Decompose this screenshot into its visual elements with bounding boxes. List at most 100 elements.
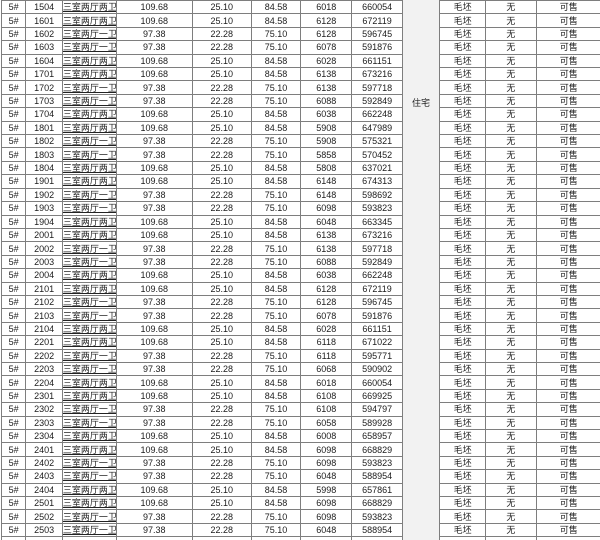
cell-layout-link[interactable]: 三室两厅一卫 bbox=[61, 361, 117, 377]
table-row: 5# 2003 三室两厅一卫 97.38 22.28 75.10 6088 59… bbox=[0, 254, 403, 270]
usage-label: 住宅 bbox=[411, 98, 430, 108]
cell-layout-link[interactable]: 三室两厅一卫 bbox=[61, 308, 117, 323]
cell-layout-link[interactable]: 三室两厅两卫 bbox=[61, 13, 117, 28]
cell-sale-status: 可售 bbox=[535, 134, 600, 149]
table-row: 5# 2502 三室两厅一卫 97.38 22.28 75.10 6098 59… bbox=[0, 509, 403, 524]
cell-layout-link[interactable]: 三室两厅两卫 bbox=[61, 335, 117, 350]
cell-shared-area: 22.28 bbox=[191, 361, 252, 377]
cell-building: 5# bbox=[0, 107, 27, 122]
table-row: 5# 2203 三室两厅一卫 97.38 22.28 75.10 6068 59… bbox=[0, 361, 403, 377]
cell-room-number: 2302 bbox=[25, 402, 63, 417]
table-row: 5# 2001 三室两厅两卫 109.68 25.10 84.58 6138 6… bbox=[0, 227, 403, 243]
cell-inner-area: 84.58 bbox=[250, 227, 302, 243]
cell-layout-link[interactable]: 三室两厅一卫 bbox=[61, 402, 117, 417]
cell-inner-area: 75.10 bbox=[250, 294, 302, 310]
status-row: 毛坯 无 可售 bbox=[438, 107, 600, 122]
table-row: 5# 2401 三室两厅两卫 109.68 25.10 84.58 6098 6… bbox=[0, 442, 403, 457]
cell-total-price: 593823 bbox=[351, 509, 403, 524]
cell-layout-link[interactable]: 三室两厅一卫 bbox=[61, 26, 117, 42]
cell-layout-link[interactable]: 三室两厅一卫 bbox=[61, 455, 117, 471]
cell-layout-link[interactable]: 三室两厅两卫 bbox=[61, 268, 117, 283]
cell-layout-link[interactable]: 三室两厅两卫 bbox=[61, 428, 117, 444]
cell-shared-area: 25.10 bbox=[191, 496, 252, 511]
cell-layout-link[interactable]: 三室两厅两卫 bbox=[61, 496, 117, 511]
cell-layout-link[interactable]: 三室两厅一卫 bbox=[61, 187, 117, 203]
cell-inner-area: 75.10 bbox=[250, 455, 302, 471]
cell-room-number: 2103 bbox=[25, 308, 63, 323]
cell-unit-price: 6138 bbox=[300, 67, 353, 82]
cell-room-number: 1904 bbox=[25, 214, 63, 229]
cell-finish-status: 毛坯 bbox=[438, 147, 487, 162]
cell-total-price: 588954 bbox=[351, 469, 403, 484]
cell-layout-link[interactable]: 三室两厅一卫 bbox=[61, 134, 117, 149]
cell-inner-area: 75.10 bbox=[250, 509, 302, 524]
cell-shared-area: 22.28 bbox=[191, 93, 252, 109]
cell-room-number: 1601 bbox=[25, 13, 63, 28]
status-row: 毛坯 无 可售 bbox=[438, 388, 600, 404]
cell-layout-link[interactable]: 三室两厅一卫 bbox=[61, 241, 117, 256]
cell-building: 5# bbox=[0, 120, 27, 136]
cell-layout-link[interactable]: 三室两厅两卫 bbox=[61, 482, 117, 498]
cell-total-price: 589928 bbox=[351, 415, 403, 431]
cell-shared-area: 25.10 bbox=[191, 227, 252, 243]
cell-layout-link[interactable]: 三室两厅两卫 bbox=[61, 375, 117, 390]
cell-inner-area: 84.58 bbox=[250, 67, 302, 82]
cell-building: 5# bbox=[0, 254, 27, 270]
cell-mortgage-status: 无 bbox=[485, 241, 537, 256]
cell-shared-area: 22.28 bbox=[191, 187, 252, 203]
cell-layout-link[interactable]: 三室两厅一卫 bbox=[61, 147, 117, 162]
cell-layout-link[interactable]: 三室两厅两卫 bbox=[61, 120, 117, 136]
cell-layout-link[interactable]: 三室两厅两卫 bbox=[61, 214, 117, 229]
cell-room-number: 1902 bbox=[25, 187, 63, 203]
cell-room-number: 1803 bbox=[25, 147, 63, 162]
cell-layout-link[interactable]: 三室两厅一卫 bbox=[61, 348, 117, 363]
cell-layout-link[interactable]: 三室两厅两卫 bbox=[61, 388, 117, 404]
cell-building: 5# bbox=[0, 227, 27, 243]
cell-layout-link[interactable]: 三室两厅一卫 bbox=[61, 40, 117, 55]
cell-layout-link[interactable]: 三室两厅一卫 bbox=[61, 93, 117, 109]
status-row: 毛坯 无 可售 bbox=[438, 428, 600, 444]
cell-mortgage-status: 无 bbox=[485, 375, 537, 390]
cell-room-number: 1801 bbox=[25, 120, 63, 136]
cell-unit-price: 6148 bbox=[300, 174, 353, 189]
cell-layout-link[interactable]: 三室两厅一卫 bbox=[61, 469, 117, 484]
cell-layout-link[interactable]: 三室两厅一卫 bbox=[61, 80, 117, 95]
cell-gross-area bbox=[115, 536, 193, 540]
cell-building: 5# bbox=[0, 294, 27, 310]
cell-mortgage-status: 无 bbox=[485, 321, 537, 337]
cell-layout-link[interactable]: 三室两厅一卫 bbox=[61, 294, 117, 310]
cell-layout-link[interactable]: 三室两厅一卫 bbox=[61, 254, 117, 270]
cell-finish-status: 毛坯 bbox=[438, 321, 487, 337]
cell-layout-link[interactable]: 三室两厅一卫 bbox=[61, 201, 117, 216]
cell-layout-link[interactable]: 三室两厅两卫 bbox=[61, 321, 117, 337]
cell-unit-price: 6048 bbox=[300, 469, 353, 484]
cell-layout-link[interactable]: 三室两厅一卫 bbox=[61, 415, 117, 431]
cell-gross-area: 97.38 bbox=[115, 455, 193, 471]
cell-inner-area: 84.58 bbox=[250, 428, 302, 444]
cell-layout-link[interactable]: 三室两厅两卫 bbox=[61, 67, 117, 82]
cell-layout-link[interactable]: 三室两厅两卫 bbox=[61, 0, 117, 15]
cell-sale-status: 可售 bbox=[535, 469, 600, 484]
status-row: 毛坯 无 可售 bbox=[438, 496, 600, 511]
cell-room-number: 1703 bbox=[25, 93, 63, 109]
cell-layout-link[interactable]: 三室两厅一卫 bbox=[61, 509, 117, 524]
cell-mortgage-status: 无 bbox=[485, 0, 537, 15]
cell-gross-area: 97.38 bbox=[115, 187, 193, 203]
cell-building: 5# bbox=[0, 241, 27, 256]
cell-layout-link[interactable]: 三室两厅一卫 bbox=[61, 522, 117, 538]
cell-layout-link[interactable]: 三室两厅两卫 bbox=[61, 227, 117, 243]
table-row: 5# 1601 三室两厅两卫 109.68 25.10 84.58 6128 6… bbox=[0, 13, 403, 28]
status-row: 毛坯 无 可售 bbox=[438, 26, 600, 42]
cell-layout-link[interactable]: 三室两厅两卫 bbox=[61, 107, 117, 122]
cell-sale-status: 可售 bbox=[535, 281, 600, 296]
cell-total-price: 598692 bbox=[351, 187, 403, 203]
cell-layout-link[interactable]: 三室两厅两卫 bbox=[61, 442, 117, 457]
cell-sale-status: 可售 bbox=[535, 120, 600, 136]
cell-shared-area: 25.10 bbox=[191, 67, 252, 82]
cell-layout-link[interactable]: 三室两厅两卫 bbox=[61, 174, 117, 189]
status-row: 毛坯 无 可售 bbox=[438, 147, 600, 162]
cell-finish-status: 毛坯 bbox=[438, 402, 487, 417]
cell-layout-link[interactable]: 三室两厅两卫 bbox=[61, 160, 117, 176]
cell-layout-link[interactable]: 三室两厅两卫 bbox=[61, 53, 117, 69]
cell-layout-link[interactable]: 三室两厅两卫 bbox=[61, 281, 117, 296]
